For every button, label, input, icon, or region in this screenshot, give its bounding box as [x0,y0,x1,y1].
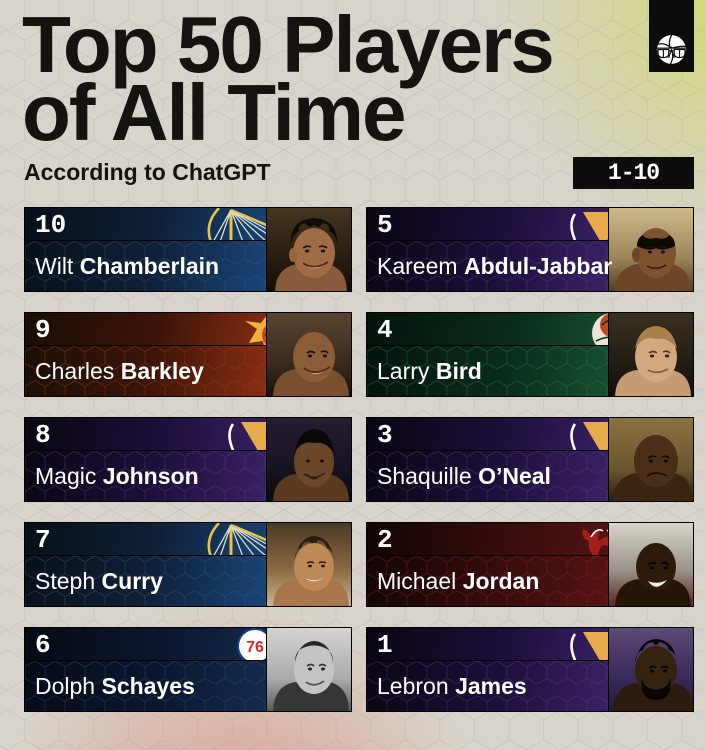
svg-text:76: 76 [246,639,264,656]
